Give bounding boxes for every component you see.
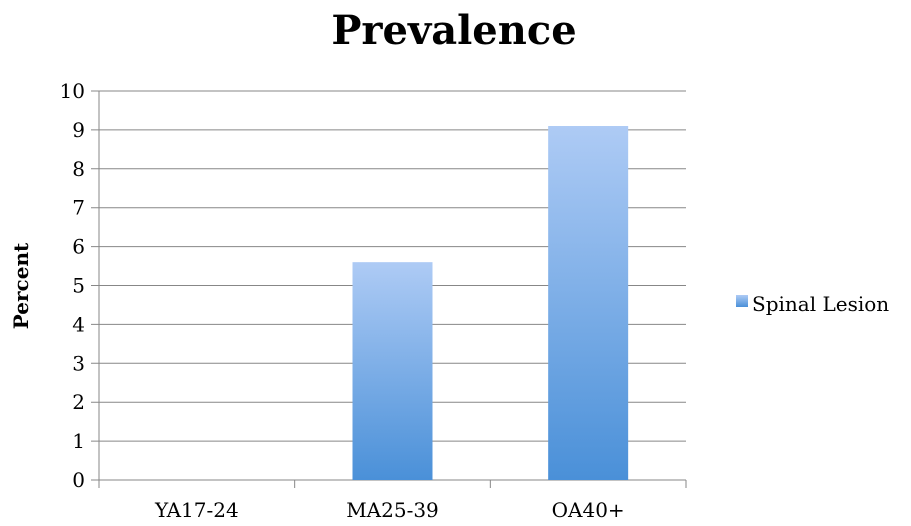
x-tick-label: YA17-24 — [154, 498, 239, 522]
y-tick-label: 10 — [60, 79, 85, 103]
y-axis-label: Percent — [9, 242, 33, 329]
x-tick-label: OA40+ — [552, 498, 625, 522]
bars — [352, 126, 629, 480]
y-tick-label: 1 — [72, 429, 85, 453]
chart-title: Prevalence — [331, 7, 576, 54]
legend-swatch-spinal-lesion — [736, 295, 748, 307]
y-tick-label: 0 — [72, 468, 85, 492]
y-tick-label: 4 — [72, 312, 85, 336]
y-tick-label: 7 — [72, 196, 85, 220]
y-tick-label: 9 — [72, 118, 85, 142]
bar-ma25-39 — [352, 262, 433, 480]
y-tick-label: 2 — [72, 390, 85, 414]
bar-oa40+ — [548, 126, 629, 480]
y-tick-label: 5 — [72, 274, 85, 298]
y-axis-ticks: 0 1 2 3 4 5 6 7 8 9 10 — [60, 79, 85, 492]
x-axis-ticks: YA17-24 MA25-39 OA40+ — [154, 498, 625, 522]
x-tick-label: MA25-39 — [346, 498, 439, 522]
y-tick-label: 6 — [72, 235, 85, 259]
legend-label-spinal-lesion: Spinal Lesion — [752, 292, 889, 316]
y-tick-label: 8 — [72, 157, 85, 181]
legend: Spinal Lesion — [736, 292, 889, 316]
y-tick-label: 3 — [72, 351, 85, 375]
